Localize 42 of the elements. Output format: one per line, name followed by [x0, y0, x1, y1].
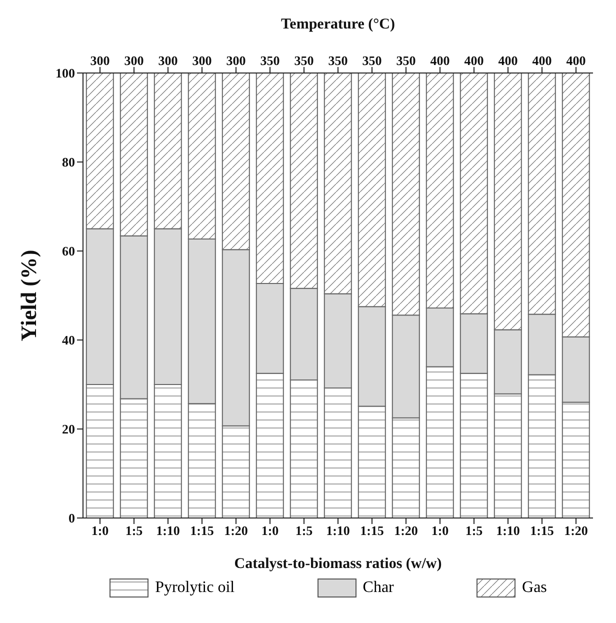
x-tick-label: 1:0 [431, 523, 449, 538]
text: 300 [226, 53, 246, 68]
x-tick-label: 1:10 [496, 523, 520, 538]
y-tick-label: 20 [62, 422, 75, 437]
x-tick-label: 1:10 [326, 523, 350, 538]
x-tick-label: 1:20 [224, 523, 248, 538]
legend-label: Gas [522, 579, 547, 597]
y-tick-label: 40 [62, 332, 75, 348]
text: 300 [90, 53, 110, 68]
text: 400 [430, 53, 450, 68]
y-axis-title: Yield (%) [16, 250, 41, 342]
x-tick-label: 1:15 [190, 523, 214, 538]
text: 400 [464, 53, 484, 68]
x-tick-label: 1:0 [261, 523, 279, 538]
x-tick-label: 1:20 [394, 523, 418, 538]
x-tick-label: 1:0 [91, 523, 109, 538]
x-tick-label: 1:15 [530, 523, 554, 538]
text: 300 [158, 53, 178, 68]
legend-label: Char [362, 579, 394, 597]
x-tick-label: 1:5 [295, 523, 314, 538]
text: 350 [328, 53, 348, 68]
text: 300 [192, 53, 212, 68]
legend-label: Pyrolytic oil [155, 579, 235, 597]
x2-axis-title: Temperature (°C) [281, 16, 395, 33]
text: 350 [260, 53, 280, 68]
y-tick-label: 0 [68, 510, 75, 526]
text: 400 [532, 53, 552, 68]
text: 300 [124, 53, 144, 68]
x-tick-label: 1:15 [360, 523, 384, 538]
text: 350 [294, 53, 314, 68]
x-tick-label: 1:10 [156, 523, 180, 538]
x-tick-label: 1:5 [465, 523, 484, 538]
text: 350 [362, 53, 382, 68]
y-tick-label: 100 [56, 66, 75, 81]
x-tick-label: 1:20 [564, 523, 588, 538]
text: 400 [498, 53, 518, 68]
y-tick-label: 80 [62, 154, 75, 170]
text: 400 [566, 53, 586, 68]
y-tick-label: 60 [62, 244, 75, 259]
x-tick-label: 1:5 [125, 523, 144, 538]
text: 350 [396, 53, 416, 68]
x-axis-title: Catalyst-to-biomass ratios (w/w) [234, 556, 442, 572]
